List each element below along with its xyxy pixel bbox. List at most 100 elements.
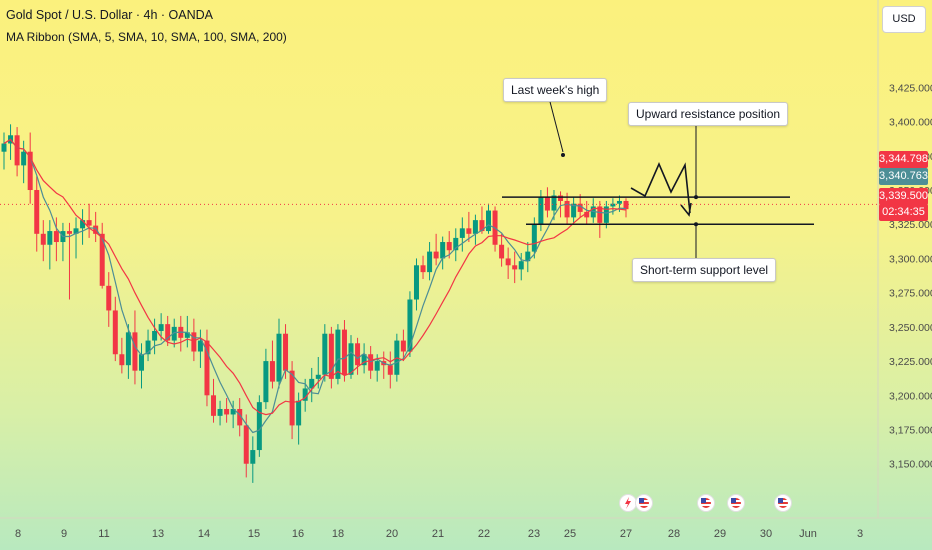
candle-body (453, 237, 459, 251)
candle (322, 324, 328, 382)
price-tick-label: 3,325.000 (889, 219, 932, 231)
candle-body (459, 228, 465, 238)
time-tick-label: 13 (152, 528, 164, 540)
candle-body (250, 450, 256, 464)
candle (93, 211, 99, 243)
candle-body (106, 285, 112, 311)
candle (73, 217, 79, 259)
candle-body (217, 408, 223, 416)
symbol-title[interactable]: Gold Spot / U.S. Dollar · 4h · OANDA (6, 8, 214, 22)
time-tick-label: 20 (386, 528, 398, 540)
candle (112, 296, 118, 362)
candle-body (577, 203, 583, 212)
candle-body (302, 388, 308, 401)
indicator-legend[interactable]: MA Ribbon (SMA, 5, SMA, 10, SMA, 100, SM… (6, 30, 287, 44)
candle-body (433, 251, 439, 259)
candle (328, 326, 334, 389)
time-tick-label: 8 (15, 528, 21, 540)
candle (440, 236, 446, 270)
candle (263, 348, 269, 409)
candle-body (132, 332, 138, 371)
us-flag-icon[interactable] (635, 494, 653, 512)
candle (597, 200, 603, 238)
candle-body (525, 251, 531, 262)
candle-body (283, 333, 289, 371)
candle (211, 378, 217, 423)
price-axis[interactable]: 3,150.000 3,175.000 3,200.000 3,225.000 3,25… (877, 0, 932, 518)
candle-body (224, 408, 230, 415)
candle (256, 395, 262, 457)
candle-body (112, 310, 118, 355)
candle-body (80, 220, 86, 229)
candle (53, 217, 59, 262)
candle-body (40, 233, 46, 245)
candle (86, 203, 92, 238)
candle-body (269, 361, 275, 382)
time-tick-label: 28 (668, 528, 680, 540)
candle (34, 176, 40, 252)
candle (564, 192, 570, 225)
candle-body (99, 233, 105, 286)
candles (1, 124, 629, 483)
candle-body (21, 151, 27, 166)
candle (230, 400, 236, 429)
candle-body (407, 299, 413, 352)
us-flag-icon[interactable] (774, 494, 792, 512)
candle-body (387, 365, 393, 375)
price-tick-label: 3,150.000 (889, 459, 932, 471)
currency-button[interactable]: USD (882, 6, 926, 33)
last-week-high-callout[interactable]: Last week's high (503, 78, 608, 102)
price-tick-label: 3,250.000 (889, 322, 932, 334)
us-flag-icon[interactable] (697, 494, 715, 512)
us-flag-icon[interactable] (727, 494, 745, 512)
candle (623, 198, 629, 218)
candle-body (152, 330, 158, 341)
candle (106, 272, 112, 327)
candle-body (466, 228, 472, 234)
candle (499, 233, 505, 267)
candle (99, 222, 105, 289)
candle-body (584, 211, 590, 218)
resistance-price-label: 3,344.798 (879, 151, 928, 168)
candle-body (204, 340, 210, 396)
candle (571, 196, 577, 223)
candle (505, 247, 511, 279)
candle-body (544, 196, 550, 211)
candle (40, 220, 46, 262)
candle (341, 320, 347, 382)
candle-body (73, 228, 79, 234)
candle-body (66, 231, 72, 234)
candle-body (165, 324, 171, 341)
candle (217, 400, 223, 426)
time-tick-label: 9 (61, 528, 67, 540)
candle-body (289, 370, 295, 426)
time-tick-label: Jun (799, 528, 817, 540)
candle (165, 315, 171, 347)
candle (433, 233, 439, 266)
candle (479, 206, 485, 234)
short-term-support-callout[interactable]: Short-term support level (632, 258, 777, 282)
candle-body (355, 343, 361, 366)
upward-resistance-callout[interactable]: Upward resistance position (628, 102, 789, 126)
candle-body (27, 151, 33, 191)
candle-body (597, 206, 603, 223)
candle (355, 337, 361, 375)
candle-body (263, 361, 269, 403)
time-tick-label: 14 (198, 528, 210, 540)
candle (400, 329, 406, 362)
time-axis[interactable]: 8 9 11 13 14 15 16 18 20 21 22 23 25 27 28 29 30 Jun 3 (0, 517, 932, 540)
time-tick-label: 11 (98, 528, 109, 540)
candle-body (499, 244, 505, 259)
candle-body (348, 343, 354, 375)
candle-body (538, 196, 544, 225)
candle (47, 220, 53, 270)
candle-body (368, 354, 374, 371)
time-tick-label: 22 (478, 528, 490, 540)
candle (80, 209, 86, 245)
price-tick-label: 3,275.000 (889, 288, 932, 300)
lightning-icon[interactable] (619, 494, 637, 512)
candle (381, 351, 387, 379)
candle (518, 252, 524, 281)
candle (315, 356, 321, 389)
